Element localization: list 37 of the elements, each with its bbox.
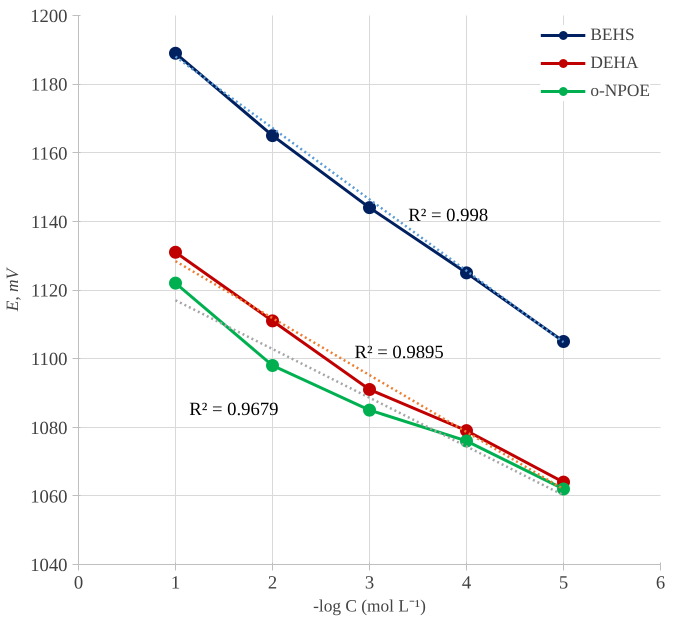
y-tick-label: 1180 <box>30 74 68 96</box>
y-tick-label: 1160 <box>30 143 68 164</box>
y-axis-title: E, mV <box>3 266 22 312</box>
point <box>266 359 279 372</box>
point <box>363 383 376 396</box>
annotation: R² = 0.9679 <box>189 398 279 420</box>
point <box>363 201 376 214</box>
y-tick-label: 1040 <box>30 555 68 576</box>
y-tick-label: 1140 <box>30 212 68 233</box>
point <box>266 129 279 142</box>
point <box>557 334 570 348</box>
y-tick-label: 1200 <box>30 6 68 27</box>
x-axis-title: -log C (mol L⁻¹) <box>313 596 426 616</box>
x-tick-label: 1 <box>170 572 180 594</box>
point <box>557 482 570 496</box>
x-tick-label: 3 <box>364 572 374 594</box>
point <box>169 46 182 60</box>
y-tick-label: 1060 <box>30 486 68 508</box>
legend-label: o-NPOE <box>590 81 650 101</box>
point <box>460 266 473 280</box>
y-tick-label: 1080 <box>30 418 68 439</box>
legend-label: BEHS <box>590 25 635 45</box>
point <box>169 246 182 259</box>
point <box>266 314 279 328</box>
annotation: R² = 0.998 <box>408 204 488 226</box>
x-tick-label: 4 <box>462 572 472 594</box>
point <box>460 434 473 448</box>
x-tick-label: 2 <box>268 572 278 594</box>
y-tick-label: 1120 <box>30 280 68 302</box>
legend-label: DEHA <box>590 53 638 73</box>
x-tick-label: 0 <box>74 572 84 594</box>
y-tick-label: 1100 <box>30 349 68 370</box>
annotation: R² = 0.9895 <box>354 342 444 364</box>
x-tick-label: 5 <box>558 572 568 594</box>
point <box>169 276 182 290</box>
x-tick-label: 6 <box>656 572 666 594</box>
point <box>363 404 376 417</box>
